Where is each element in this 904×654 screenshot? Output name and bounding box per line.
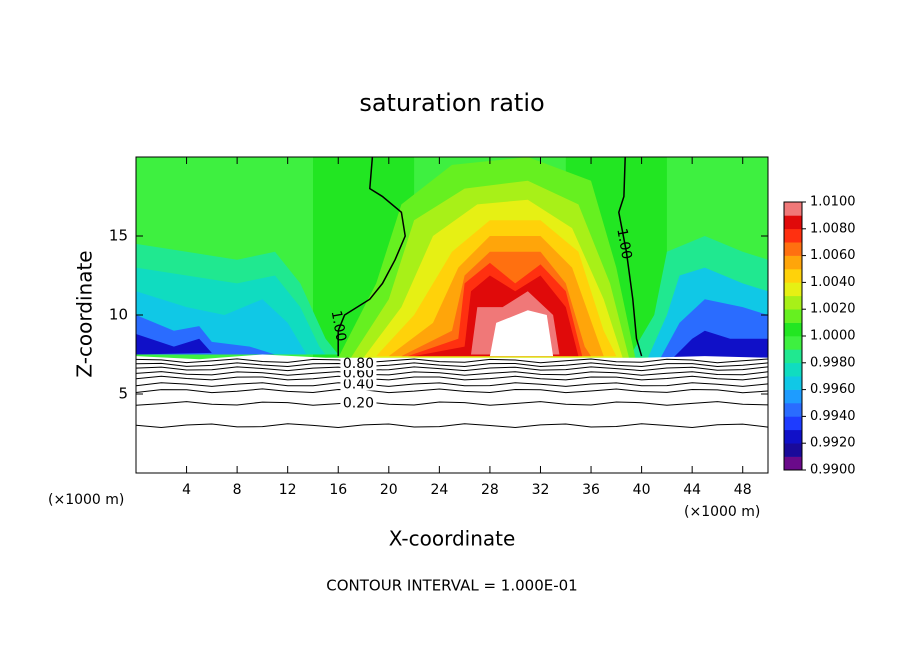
contour-label: 1.00	[328, 309, 349, 342]
contour-label: 0.20	[343, 395, 374, 411]
contour-label-bg	[340, 397, 377, 410]
field-region	[673, 330, 768, 358]
contour-line	[136, 423, 768, 429]
x-tick-label: 20	[380, 482, 398, 498]
colorbar-band	[784, 349, 802, 364]
colorbar-band	[784, 456, 802, 471]
colorbar-tick-label: 0.9940	[810, 409, 856, 424]
colorbar-band	[784, 403, 802, 417]
y-tick-label: 15	[109, 227, 128, 245]
field-region	[136, 315, 275, 355]
contour-interval-note: CONTOUR INTERVAL = 1.000E-01	[326, 577, 577, 595]
colorbar-tick-label: 1.0100	[810, 195, 856, 210]
colorbar-band	[784, 215, 802, 230]
x-tick-label: 32	[532, 482, 550, 498]
colorbar-band	[784, 269, 802, 283]
contour-line	[136, 366, 768, 372]
colorbar-tick-label: 1.0080	[810, 221, 856, 236]
contour-label-bg	[340, 378, 377, 391]
x-tick-label: 44	[683, 482, 701, 498]
x-tick-label: 28	[481, 482, 499, 498]
y-tick-label: 10	[109, 306, 128, 324]
contour-line	[136, 388, 768, 394]
colorbar-tick-label: 0.9980	[810, 355, 856, 370]
contour-line	[136, 375, 768, 381]
contour-line	[337, 157, 406, 357]
x-unit-label: (×1000 m)	[684, 504, 760, 520]
x-tick-label: 36	[582, 482, 600, 498]
contour-label: 1.00	[613, 227, 634, 260]
colorbar-tick-label: 1.0000	[810, 329, 856, 344]
colorbar-band	[784, 376, 802, 390]
x-unit-label: (×1000 m)	[48, 492, 124, 508]
x-tick-label: 8	[233, 482, 242, 498]
colorbar-tick-label: 1.0060	[810, 248, 856, 263]
colorbar-tick-label: 0.9900	[810, 463, 856, 478]
x-axis-label: X-coordinate	[389, 527, 516, 551]
contour-label-bg	[340, 367, 377, 380]
x-tick-label: 24	[430, 482, 448, 498]
colorbar-band	[784, 255, 802, 270]
colorbar-band	[784, 202, 802, 216]
y-tick-label: 5	[118, 385, 128, 403]
colorbar-band	[784, 322, 802, 337]
chart-title: saturation ratio	[359, 89, 544, 117]
colorbar-tick-label: 1.0020	[810, 302, 856, 317]
colorbar-band	[784, 429, 802, 444]
y-axis-label: Z-coordinate	[73, 250, 97, 377]
x-tick-label: 4	[182, 482, 191, 498]
colorbar-band	[784, 416, 802, 431]
x-tick-label: 12	[279, 482, 297, 498]
colorbar-band	[784, 242, 802, 256]
colorbar-tick-label: 0.9960	[810, 382, 856, 397]
contour-field: 0.200.400.600.801.001.00	[136, 157, 768, 473]
terrain-region	[136, 354, 768, 473]
x-tick-label: 48	[734, 482, 752, 498]
contour-line	[136, 362, 768, 368]
colorbar-band	[784, 443, 802, 457]
contour-line	[136, 371, 768, 376]
colorbar-band	[784, 282, 802, 297]
contour-line	[136, 401, 768, 406]
x-tick-label: 16	[329, 482, 347, 498]
colorbar-band	[784, 228, 802, 243]
contour-label: 0.40	[343, 377, 374, 393]
colorbar-band	[784, 295, 802, 310]
field-region	[136, 334, 212, 355]
colorbar-band	[784, 362, 802, 377]
contour-label: 0.80	[343, 356, 374, 372]
contour-line	[136, 358, 768, 364]
contour-line	[136, 382, 768, 387]
colorbar-tick-label: 0.9920	[810, 436, 856, 451]
colorbar-band	[784, 336, 802, 350]
contour-label-bg	[340, 357, 377, 370]
colorbar-band	[784, 389, 802, 404]
x-tick-label: 40	[633, 482, 651, 498]
colorbar-tick-label: 1.0040	[810, 275, 856, 290]
contour-line	[618, 157, 643, 357]
colorbar-band	[784, 309, 802, 323]
field-empty	[489, 310, 554, 357]
